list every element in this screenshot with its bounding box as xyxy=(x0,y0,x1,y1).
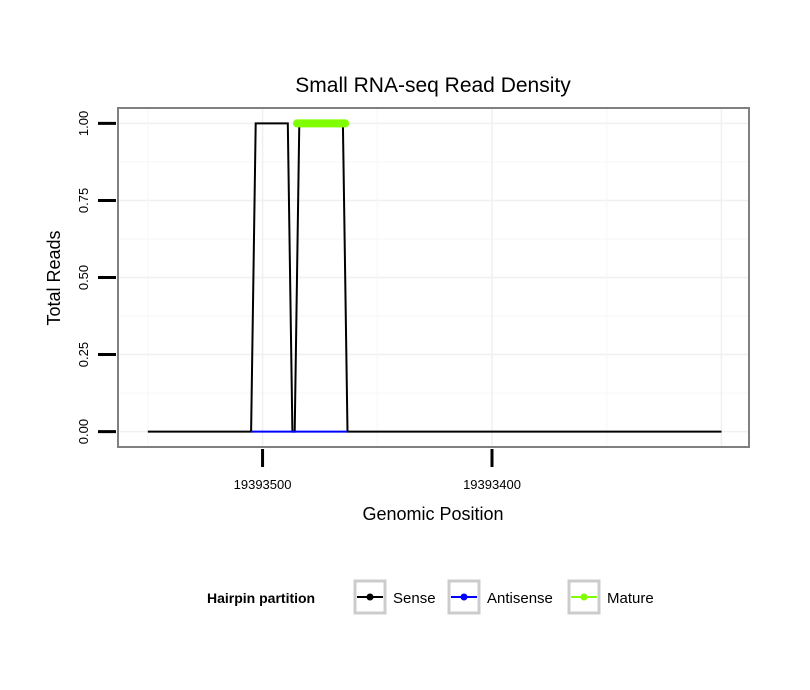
y-tick-label: 1.00 xyxy=(76,111,91,136)
y-tick-label: 0.75 xyxy=(76,188,91,213)
x-tick-label: 19393500 xyxy=(234,477,292,492)
legend: Hairpin partition Sense Antisense Mature xyxy=(207,579,654,615)
y-tick-label: 0.00 xyxy=(76,419,91,444)
series-layer xyxy=(147,119,722,433)
plot-panel-border xyxy=(117,107,750,448)
chart-title: Small RNA-seq Read Density xyxy=(295,74,571,97)
y-axis-title: Total Reads xyxy=(44,230,64,325)
y-axis: 0.00 0.25 0.50 0.75 1.00 xyxy=(76,111,116,444)
legend-label-antisense: Antisense xyxy=(487,590,553,607)
legend-key-dot xyxy=(460,593,468,601)
x-axis: 19393500 19393400 xyxy=(234,449,521,492)
x-axis-title: Genomic Position xyxy=(362,504,503,524)
legend-label-mature: Mature xyxy=(607,590,654,607)
legend-key-dot xyxy=(366,593,374,601)
grid-lines xyxy=(118,108,749,447)
y-tick-label: 0.25 xyxy=(76,342,91,367)
legend-label-sense: Sense xyxy=(393,590,436,607)
x-tick-label: 19393400 xyxy=(463,477,521,492)
y-tick-label: 0.50 xyxy=(76,265,91,290)
legend-title: Hairpin partition xyxy=(207,590,315,606)
legend-key-dot xyxy=(580,593,588,601)
